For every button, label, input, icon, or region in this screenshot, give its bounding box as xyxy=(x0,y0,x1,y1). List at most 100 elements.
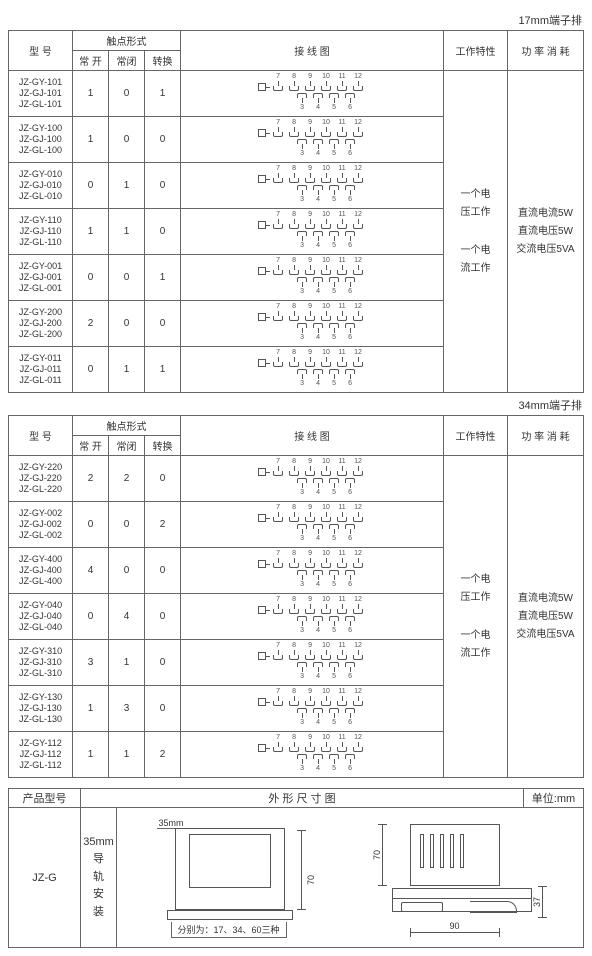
work-char-cell: 一个电 压工作一个电 流工作 xyxy=(444,456,508,778)
contact-c: 0 xyxy=(109,255,145,301)
contact-c: 0 xyxy=(109,502,145,548)
power-cell: 直流电流5W直流电压5W交流电压5VA xyxy=(508,71,584,393)
wiring-diagram-cell: 7891011123456 xyxy=(181,456,444,502)
wiring-diagram-cell: 7891011123456 xyxy=(181,71,444,117)
th-switch: 转换 xyxy=(145,51,181,71)
wiring-diagram-cell: 7891011123456 xyxy=(181,548,444,594)
wiring-diagram-cell: 7891011123456 xyxy=(181,686,444,732)
contact-o: 0 xyxy=(73,163,109,209)
contact-o: 0 xyxy=(73,594,109,640)
contact-c: 0 xyxy=(109,117,145,163)
wiring-diagram-cell: 7891011123456 xyxy=(181,117,444,163)
front-view-drawing: 35mm 70 分别为：17、34、60三种 xyxy=(149,818,309,938)
contact-o: 2 xyxy=(73,456,109,502)
th-unit: 单位:mm xyxy=(524,789,584,808)
th-workchar: 工作特性 xyxy=(444,31,508,71)
th-model: 型 号 xyxy=(9,416,73,456)
wiring-diagram-cell: 7891011123456 xyxy=(181,301,444,347)
contact-s: 0 xyxy=(145,456,181,502)
contact-o: 1 xyxy=(73,732,109,778)
th-switch: 转换 xyxy=(145,436,181,456)
mount-rail: 导 轨 安 装 xyxy=(82,851,115,921)
contact-c: 1 xyxy=(109,640,145,686)
contact-s: 0 xyxy=(145,301,181,347)
table-header: 型 号 触点形式 接 线 图 工作特性 功 率 消 耗 常 开 常闭 转换 xyxy=(9,31,584,71)
contact-c: 4 xyxy=(109,594,145,640)
th-wiring: 接 线 图 xyxy=(181,416,444,456)
model-cell: JZ-GY-010JZ-GJ-010JZ-GL-010 xyxy=(9,163,73,209)
contact-s: 0 xyxy=(145,163,181,209)
contact-o: 1 xyxy=(73,71,109,117)
contact-c: 1 xyxy=(109,163,145,209)
contact-s: 1 xyxy=(145,347,181,393)
contact-s: 1 xyxy=(145,255,181,301)
dim-37-label: 37 xyxy=(532,896,542,906)
dim-70-label: 70 xyxy=(306,870,316,890)
th-contact: 触点形式 xyxy=(73,416,181,436)
wiring-diagram-cell: 7891011123456 xyxy=(181,209,444,255)
dim-90-label: 90 xyxy=(445,921,465,931)
model-cell: JZ-GY-001JZ-GJ-001JZ-GL-001 xyxy=(9,255,73,301)
contact-c: 1 xyxy=(109,347,145,393)
contact-o: 0 xyxy=(73,347,109,393)
contact-o: 1 xyxy=(73,209,109,255)
contact-c: 1 xyxy=(109,732,145,778)
table-row: JZ-GY-220JZ-GJ-220JZ-GL-2202207891011123… xyxy=(9,456,584,502)
model-cell: JZ-GY-100JZ-GJ-100JZ-GL-100 xyxy=(9,117,73,163)
contact-c: 0 xyxy=(109,548,145,594)
spec-table-34mm: 型 号 触点形式 接 线 图 工作特性 功 率 消 耗 常 开 常闭 转换 JZ… xyxy=(8,415,584,778)
dim-70-label: 70 xyxy=(372,849,382,859)
model-cell: JZ-GY-112JZ-GJ-112JZ-GL-112 xyxy=(9,732,73,778)
contact-c: 1 xyxy=(109,209,145,255)
model-cell: JZ-GY-200JZ-GJ-200JZ-GL-200 xyxy=(9,301,73,347)
work-char-cell: 一个电 压工作一个电 流工作 xyxy=(444,71,508,393)
model-cell: JZ-GY-101JZ-GJ-101JZ-GL-101 xyxy=(9,71,73,117)
th-power: 功 率 消 耗 xyxy=(508,416,584,456)
wiring-diagram-cell: 7891011123456 xyxy=(181,594,444,640)
th-model: 型 号 xyxy=(9,31,73,71)
contact-o: 0 xyxy=(73,255,109,301)
contact-s: 0 xyxy=(145,548,181,594)
contact-s: 0 xyxy=(145,117,181,163)
contact-s: 0 xyxy=(145,686,181,732)
side-view-drawing: 70 37 90 xyxy=(362,818,552,938)
contact-o: 0 xyxy=(73,502,109,548)
contact-c: 2 xyxy=(109,456,145,502)
dimension-drawing-cell: 35mm 70 分别为：17、34、60三种 xyxy=(117,808,584,948)
th-dim-drawing: 外 形 尺 寸 图 xyxy=(81,789,524,808)
table-row: JZ-GY-101JZ-GJ-101JZ-GL-1011017891011123… xyxy=(9,71,584,117)
model-cell: JZ-GY-130JZ-GJ-130JZ-GL-130 xyxy=(9,686,73,732)
th-close: 常闭 xyxy=(109,51,145,71)
contact-c: 0 xyxy=(109,301,145,347)
contact-s: 2 xyxy=(145,732,181,778)
th-wiring: 接 线 图 xyxy=(181,31,444,71)
contact-s: 0 xyxy=(145,594,181,640)
model-cell: JZ-GY-310JZ-GJ-310JZ-GL-310 xyxy=(9,640,73,686)
model-cell: JZ-GY-011JZ-GJ-011JZ-GL-011 xyxy=(9,347,73,393)
th-workchar: 工作特性 xyxy=(444,416,508,456)
contact-s: 1 xyxy=(145,71,181,117)
wiring-diagram-cell: 7891011123456 xyxy=(181,640,444,686)
model-cell: JZ-GY-220JZ-GJ-220JZ-GL-220 xyxy=(9,456,73,502)
contact-s: 2 xyxy=(145,502,181,548)
contact-c: 3 xyxy=(109,686,145,732)
contact-s: 0 xyxy=(145,640,181,686)
th-close: 常闭 xyxy=(109,436,145,456)
wiring-diagram-cell: 7891011123456 xyxy=(181,347,444,393)
th-contact: 触点形式 xyxy=(73,31,181,51)
mount-35mm: 35mm xyxy=(82,834,115,852)
th-open: 常 开 xyxy=(73,436,109,456)
contact-o: 1 xyxy=(73,686,109,732)
model-cell: JZ-GY-400JZ-GJ-400JZ-GL-400 xyxy=(9,548,73,594)
th-power: 功 率 消 耗 xyxy=(508,31,584,71)
table-header: 型 号 触点形式 接 线 图 工作特性 功 率 消 耗 常 开 常闭 转换 xyxy=(9,416,584,456)
power-cell: 直流电流5W直流电压5W交流电压5VA xyxy=(508,456,584,778)
wiring-diagram-cell: 7891011123456 xyxy=(181,163,444,209)
wiring-diagram-cell: 7891011123456 xyxy=(181,732,444,778)
wiring-diagram-cell: 7891011123456 xyxy=(181,502,444,548)
contact-c: 0 xyxy=(109,71,145,117)
caption-34mm: 34mm端子排 xyxy=(8,397,584,413)
caption-17mm: 17mm端子排 xyxy=(8,12,584,28)
wiring-diagram-cell: 7891011123456 xyxy=(181,255,444,301)
mount-type-cell: 35mm 导 轨 安 装 xyxy=(81,808,117,948)
